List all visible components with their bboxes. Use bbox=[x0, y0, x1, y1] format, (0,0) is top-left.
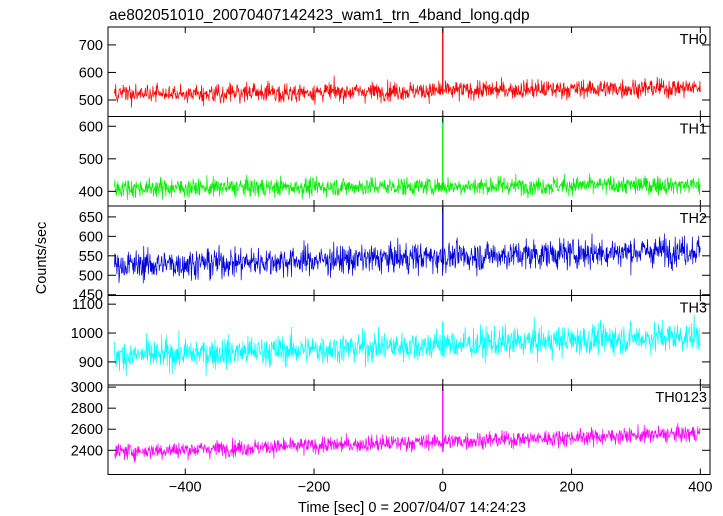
y-tick-label: 500 bbox=[79, 93, 103, 109]
chart-title: ae802051010_20070407142423_wam1_trn_4ban… bbox=[109, 7, 530, 24]
y-tick-label: 3000 bbox=[71, 380, 103, 396]
y-tick-label: 600 bbox=[79, 119, 103, 135]
y-tick-label: 2800 bbox=[71, 401, 103, 417]
series-th0123 bbox=[114, 423, 701, 463]
panels: TH0 500 600 700 TH1 400 500 600 TH2 450 500 550 600 6… bbox=[71, 26, 713, 496]
panel-label: TH0123 bbox=[655, 390, 707, 406]
y-axis-label: Counts/sec bbox=[34, 222, 50, 295]
x-tick-label: 0 bbox=[439, 480, 447, 496]
y-tick-label: 600 bbox=[79, 229, 103, 245]
y-tick-label: 500 bbox=[79, 152, 103, 168]
panel-th2: TH2 450 500 550 600 650 bbox=[79, 205, 711, 304]
y-tick-label: 550 bbox=[79, 249, 103, 265]
x-tick-label: −400 bbox=[169, 480, 202, 496]
panel-th0: TH0 500 600 700 bbox=[79, 26, 711, 117]
panel-label: TH3 bbox=[680, 301, 707, 317]
series-th1 bbox=[114, 173, 701, 200]
panel-th3: TH3 900 1000 1100 bbox=[71, 295, 711, 386]
panel-th1: TH1 400 500 600 bbox=[79, 116, 711, 207]
x-tick-label: 200 bbox=[559, 480, 583, 496]
y-tick-label: 2600 bbox=[71, 422, 103, 438]
y-tick-label: 600 bbox=[79, 65, 103, 81]
x-axis-label: Time [sec] 0 = 2007/04/07 14:24:23 bbox=[298, 500, 526, 516]
panel-label: TH2 bbox=[680, 211, 707, 227]
y-tick-label: 1100 bbox=[72, 297, 103, 313]
y-tick-label: 450 bbox=[79, 288, 103, 304]
panel-label: TH0 bbox=[680, 32, 707, 48]
y-tick-label: 650 bbox=[79, 210, 103, 226]
series-th3 bbox=[114, 314, 701, 377]
y-tick-label: 500 bbox=[79, 268, 103, 284]
y-tick-label: 900 bbox=[79, 355, 103, 371]
y-tick-label: 400 bbox=[79, 184, 103, 200]
x-tick-label: 400 bbox=[688, 480, 712, 496]
y-tick-label: 1000 bbox=[71, 326, 103, 342]
y-tick-label: 2400 bbox=[71, 443, 103, 459]
x-tick-label: −200 bbox=[298, 480, 331, 496]
panel-frame bbox=[107, 26, 711, 117]
panel-frame bbox=[107, 384, 711, 475]
y-tick-label: 700 bbox=[79, 38, 103, 54]
panel-th0123: TH0123 2400 2600 2800 3000 −400 −200 0 200 400 bbox=[71, 380, 713, 495]
series-th0 bbox=[114, 75, 701, 108]
panel-label: TH1 bbox=[680, 122, 707, 138]
series-th2 bbox=[114, 233, 701, 284]
